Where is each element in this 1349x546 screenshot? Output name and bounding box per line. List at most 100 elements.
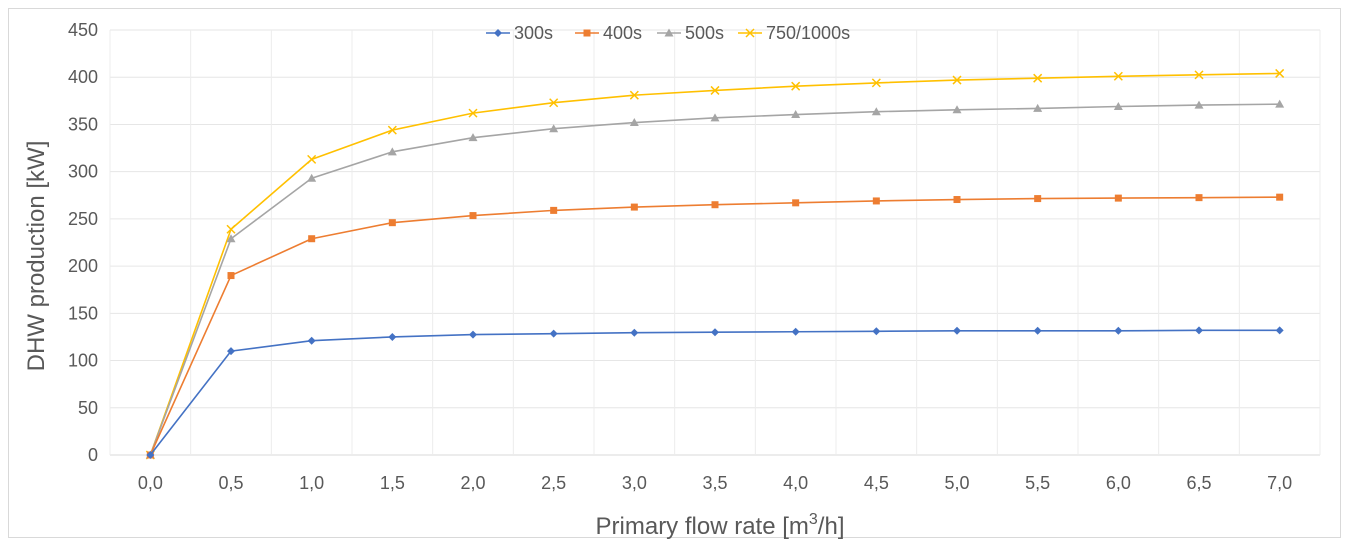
x-marker-stroke xyxy=(629,90,639,100)
triangle-marker xyxy=(226,234,236,243)
x-marker-stroke xyxy=(387,125,397,135)
x-marker-stroke xyxy=(871,78,881,88)
x-marker xyxy=(226,224,236,234)
legend-item: 500s xyxy=(657,23,724,43)
legend-label: 750/1000s xyxy=(766,23,850,43)
triangle-marker xyxy=(387,147,397,156)
legend-label: 300s xyxy=(514,23,553,43)
x-marker xyxy=(387,125,397,135)
x-marker xyxy=(791,81,801,91)
x-tick-label: 6,0 xyxy=(1106,473,1131,493)
x-marker xyxy=(1033,73,1043,83)
x-marker-stroke xyxy=(307,154,317,164)
x-marker-stroke xyxy=(468,108,478,118)
x-marker-stroke xyxy=(1033,73,1043,83)
y-tick-label: 350 xyxy=(68,114,98,134)
y-tick-label: 400 xyxy=(68,67,98,87)
x-marker-stroke xyxy=(1275,68,1285,78)
triangle-marker xyxy=(307,173,317,182)
triangle-marker xyxy=(791,110,801,119)
y-tick-label: 100 xyxy=(68,351,98,371)
x-marker xyxy=(871,78,881,88)
diamond-marker xyxy=(711,328,719,337)
triangle-marker xyxy=(1033,103,1043,112)
diamond-marker xyxy=(953,326,961,335)
square-marker xyxy=(711,201,719,209)
diamond-marker xyxy=(1195,326,1203,335)
x-tick-label: 4,0 xyxy=(783,473,808,493)
legend-label: 400s xyxy=(603,23,642,43)
square-marker xyxy=(1276,193,1284,201)
y-axis-ticks: 0 50 100 150 200 250 300 350 400 450 xyxy=(68,20,98,465)
legend: 300s 400s 500s 750/1000s xyxy=(486,23,850,43)
legend-item: 300s xyxy=(486,23,553,43)
x-marker-stroke xyxy=(1113,71,1123,81)
x-marker xyxy=(745,28,755,38)
series-line xyxy=(149,72,1280,456)
x-axis-title-tail: /h] xyxy=(818,513,845,540)
square-marker xyxy=(388,219,396,227)
diamond-marker xyxy=(1114,326,1123,335)
square-marker xyxy=(953,196,961,204)
diamond-marker xyxy=(872,327,881,336)
gridlines xyxy=(109,29,1321,456)
square-marker xyxy=(469,212,477,220)
x-marker xyxy=(952,75,962,85)
y-tick-label: 200 xyxy=(68,256,98,276)
square-marker xyxy=(1195,194,1203,202)
triangle-marker xyxy=(664,28,674,37)
x-axis-title: Primary flow rate [m3/h] xyxy=(596,511,845,540)
square-marker xyxy=(1034,195,1042,203)
legend-label: 500s xyxy=(685,23,724,43)
x-tick-label: 5,0 xyxy=(944,473,969,493)
legend-item: 750/1000s xyxy=(738,23,850,43)
series-750-1000s xyxy=(145,68,1285,460)
x-marker-stroke xyxy=(952,75,962,85)
x-marker xyxy=(710,85,720,95)
x-marker-stroke xyxy=(1194,70,1204,80)
x-marker-stroke xyxy=(549,98,559,108)
x-axis-title-sup: 3 xyxy=(809,511,818,528)
diamond-marker xyxy=(469,330,477,339)
diamond-marker xyxy=(388,332,397,341)
x-marker xyxy=(549,98,559,108)
triangle-marker xyxy=(468,133,478,142)
y-axis-title: DHW production [kW] xyxy=(23,141,50,372)
x-marker-stroke xyxy=(710,85,720,95)
series-500s xyxy=(145,99,1285,459)
square-marker xyxy=(630,203,638,211)
series-400s xyxy=(146,193,1284,459)
square-marker xyxy=(308,235,316,243)
triangle-marker xyxy=(1194,100,1204,109)
x-axis-title-main: Primary flow rate [m xyxy=(596,513,809,540)
triangle-marker xyxy=(1275,99,1285,108)
x-marker-stroke xyxy=(745,28,755,38)
triangle-marker xyxy=(952,105,962,114)
x-tick-label: 3,5 xyxy=(702,473,727,493)
diamond-marker xyxy=(227,347,235,356)
series-300s xyxy=(146,326,1284,459)
x-tick-label: 1,0 xyxy=(299,473,324,493)
triangle-marker xyxy=(1113,102,1123,110)
x-tick-label: 1,5 xyxy=(380,473,405,493)
triangle-marker xyxy=(710,113,720,122)
diamond-marker xyxy=(494,29,502,37)
x-marker-stroke xyxy=(791,81,801,91)
x-tick-label: 2,0 xyxy=(460,473,485,493)
legend-item: 400s xyxy=(575,23,642,43)
x-marker-stroke xyxy=(226,224,236,234)
series-line xyxy=(149,196,1280,456)
y-tick-label: 250 xyxy=(68,209,98,229)
x-axis-ticks: 0,0 0,5 1,0 1,5 2,0 2,5 3,0 3,5 4,0 4,5 5,0 5,5 6,0 6… xyxy=(138,473,1292,493)
square-marker xyxy=(1114,194,1122,202)
x-tick-label: 6,5 xyxy=(1186,473,1211,493)
diamond-marker xyxy=(791,327,800,336)
square-marker xyxy=(792,199,800,207)
square-marker xyxy=(227,272,235,280)
square-marker xyxy=(583,29,591,37)
x-tick-label: 4,5 xyxy=(864,473,889,493)
triangle-marker xyxy=(629,118,639,127)
x-marker xyxy=(1275,68,1285,78)
x-tick-label: 0,0 xyxy=(138,473,163,493)
